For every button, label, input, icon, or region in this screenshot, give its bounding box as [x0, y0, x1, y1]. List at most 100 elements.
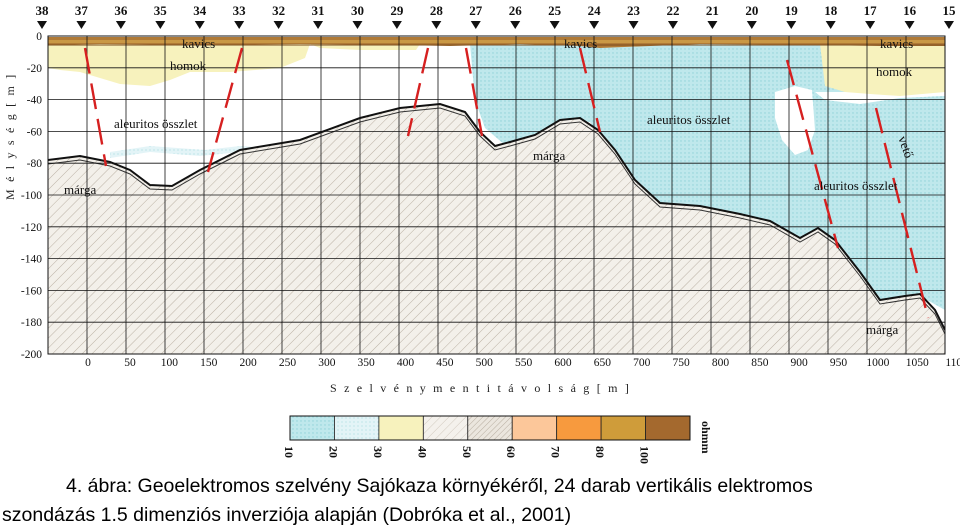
distance-tick-label: 550 [515, 357, 533, 369]
label-homok-right: homok [876, 64, 913, 79]
vesz-triangle [352, 21, 363, 29]
vesz-label: 38 [36, 3, 50, 18]
legend-swatch [378, 415, 424, 441]
vesz-label: 24 [588, 3, 602, 18]
legend-tick-label: 30 [371, 446, 385, 458]
vesz-triangle [115, 21, 126, 29]
distance-tick-label: 250 [279, 357, 297, 369]
vesz-label: 32 [272, 3, 285, 18]
label-marga-mid: márga [533, 148, 565, 163]
label-marga-right: márga [866, 322, 898, 337]
vesz-triangle [904, 21, 915, 29]
distance-tick-label: 700 [633, 357, 651, 369]
legend-tick-label: 20 [326, 446, 340, 458]
vesz-station-markers: 38 37 36 35 34 33 32 31 30 29 28 27 26 25 24 23 22 21 20 19… [36, 3, 957, 29]
vesz-triangle [155, 21, 166, 29]
vesz-triangle [589, 21, 600, 29]
vesz-triangle [313, 21, 324, 29]
depth-tick-label: -40 [27, 95, 43, 107]
vesz-label: 19 [785, 3, 799, 18]
distance-tick-labels: 0 50 100 150 200 250 300 350 400 450 500 550 600 650 7… [85, 357, 960, 369]
vesz-triangle [273, 21, 284, 29]
aleurit-zone-right [470, 44, 945, 310]
depth-tick-label: -100 [21, 190, 42, 202]
legend-swatch [289, 415, 335, 441]
vesz-label: 22 [666, 3, 679, 18]
vesz-triangle [825, 21, 836, 29]
grid [47, 35, 946, 355]
depth-tick-label: -160 [21, 285, 42, 297]
vesz-triangle [746, 21, 757, 29]
vesz-label: 30 [351, 3, 364, 18]
distance-tick-label: 400 [397, 357, 415, 369]
vesz-triangle [391, 21, 402, 29]
label-veto: vető [895, 134, 917, 160]
vesz-label: 20 [745, 3, 758, 18]
distance-tick-label: 200 [239, 357, 257, 369]
legend-tick-label: 50 [460, 446, 474, 458]
distance-tick-label: 800 [712, 357, 730, 369]
depth-tick-label: 0 [36, 31, 42, 43]
vesz-triangle [786, 21, 797, 29]
label-kavics-right: kavics [880, 36, 913, 51]
vesz-label: 18 [824, 3, 838, 18]
homok-left [48, 44, 310, 86]
vesz-triangle [37, 21, 47, 29]
distance-tick-label: 150 [200, 357, 218, 369]
legend-swatch [467, 415, 513, 441]
vesz-label: 29 [390, 3, 404, 18]
vesz-label: 26 [509, 3, 523, 18]
distance-tick-label: 900 [791, 357, 809, 369]
vesz-triangle [470, 21, 481, 29]
vesz-label: 16 [903, 3, 917, 18]
vesz-triangle [707, 21, 718, 29]
label-kavics-left: kavics [182, 36, 215, 51]
vesz-label: 17 [864, 3, 878, 18]
vesz-triangle [431, 21, 442, 29]
distance-tick-label: 50 [124, 357, 136, 369]
vesz-triangle [510, 21, 521, 29]
legend-tick-label: 40 [415, 446, 429, 458]
distance-tick-label: 1100 [945, 357, 960, 369]
depth-tick-label: -20 [27, 63, 43, 75]
distance-tick-label: 850 [751, 357, 769, 369]
legend-tick-label: 70 [549, 446, 563, 458]
figure-caption-line2: szondázás 1.5 dimenziós inverziója alapj… [2, 504, 571, 526]
distance-tick-label: 300 [318, 357, 336, 369]
legend-swatch [334, 415, 380, 441]
vesz-triangle [234, 21, 245, 29]
legend-tick-label: 60 [504, 446, 518, 458]
vesz-triangle [549, 21, 560, 29]
figure-caption-line1: 4. ábra: Geoelektromos szelvény Sajókaza… [66, 475, 813, 497]
distance-tick-label: 450 [436, 357, 454, 369]
label-aleurit-left: aleuritos összlet [114, 116, 198, 131]
y-axis-title: M é l y s é g [ m ] [3, 73, 17, 200]
vesz-triangle [944, 21, 954, 29]
legend-swatch [645, 415, 691, 441]
depth-tick-labels: 0 -20 -40 -60 -80 -100 -120 -140 -160 -180 -200 [21, 31, 42, 361]
resistivity-legend [289, 415, 691, 441]
depth-tick-label: -180 [21, 317, 42, 329]
legend-swatch [600, 415, 646, 441]
legend-swatch [511, 415, 558, 441]
vesz-label: 33 [233, 3, 247, 18]
vesz-label: 23 [627, 3, 641, 18]
marl-body [48, 104, 945, 354]
white-pocket-right [775, 86, 815, 155]
label-aleurit-right: aleuritos összlet [814, 178, 898, 193]
distance-tick-label: 650 [594, 357, 612, 369]
vesz-label: 36 [114, 3, 128, 18]
vesz-label: 35 [154, 3, 168, 18]
depth-tick-label: -60 [27, 126, 43, 138]
x-axis-title: S z e l v é n y m e n t i t á v o l s á … [330, 381, 631, 395]
vesz-label: 34 [193, 3, 207, 18]
vesz-label: 27 [469, 3, 483, 18]
vesz-label: 28 [430, 3, 444, 18]
label-kavics-mid: kavics [564, 36, 597, 51]
vesz-triangle [194, 21, 205, 29]
legend-tick-label: 100 [638, 446, 652, 464]
legend-tick-label: 80 [593, 446, 607, 458]
vesz-label: 15 [943, 3, 957, 18]
vesz-label: 37 [75, 3, 89, 18]
